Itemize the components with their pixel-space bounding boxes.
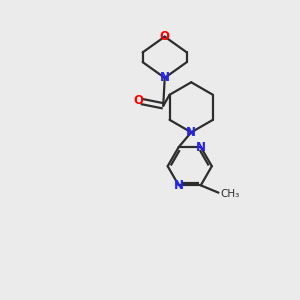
Text: N: N bbox=[196, 141, 206, 154]
Text: O: O bbox=[160, 30, 170, 43]
Text: N: N bbox=[174, 179, 184, 192]
Text: N: N bbox=[186, 126, 196, 139]
Text: N: N bbox=[160, 71, 170, 84]
Text: O: O bbox=[134, 94, 144, 107]
Text: CH₃: CH₃ bbox=[220, 189, 239, 199]
